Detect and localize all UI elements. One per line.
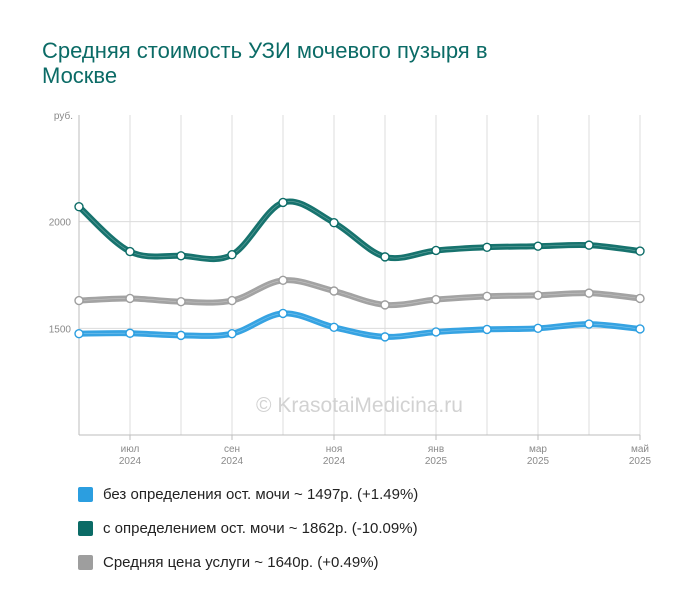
data-point	[176, 251, 186, 261]
data-point	[584, 288, 594, 298]
grid	[78, 115, 641, 435]
data-point	[431, 245, 441, 256]
data-point	[584, 319, 594, 329]
x-tick-label-month: сен	[224, 444, 240, 455]
y-axis-unit-label: руб.	[54, 110, 73, 122]
data-point	[278, 275, 288, 286]
data-point	[329, 286, 339, 296]
series-line	[76, 198, 643, 263]
x-tick-label-year: 2025	[527, 456, 550, 467]
data-point	[227, 295, 237, 306]
legend-swatch	[78, 554, 93, 570]
data-point	[635, 293, 645, 304]
data-point	[533, 290, 543, 300]
legend-item-with-residual[interactable]: с определением ост. мочи ~ 1862р. (-10.0…	[78, 518, 418, 538]
x-tick-label-month: ноя	[326, 444, 343, 455]
series-line	[76, 277, 643, 309]
x-tick-label-year: 2024	[221, 456, 244, 467]
x-tick-label-year: 2025	[629, 456, 652, 467]
data-point	[380, 252, 390, 262]
data-point	[533, 241, 543, 251]
y-tick-label: 1500	[49, 324, 72, 335]
data-point	[482, 291, 492, 302]
data-point	[584, 240, 594, 250]
data-point	[74, 202, 84, 212]
x-tick-label-month: янв	[428, 444, 444, 455]
legend-swatch	[78, 486, 93, 502]
data-point	[431, 327, 441, 337]
data-point	[125, 328, 135, 338]
data-point	[482, 242, 492, 252]
legend-label: с определением ост. мочи ~ 1862р. (-10.0…	[103, 519, 418, 537]
x-tick-label-month: май	[631, 444, 649, 455]
tick-labels: 15002000руб.июл2024сен2024ноя2024янв2025…	[49, 110, 652, 467]
legend-item-average[interactable]: Средняя цена услуги ~ 1640р. (+0.49%)	[78, 552, 418, 572]
series-1	[74, 308, 645, 342]
data-point	[176, 330, 186, 341]
legend: без определения ост. мочи ~ 1497р. (+1.4…	[78, 484, 418, 586]
data-point	[329, 218, 339, 228]
data-point	[278, 197, 288, 208]
data-point	[533, 323, 543, 334]
data-point	[125, 246, 135, 257]
data-point	[431, 294, 441, 305]
legend-label: Средняя цена услуги ~ 1640р. (+0.49%)	[103, 553, 379, 571]
data-point	[74, 328, 84, 339]
series-line-highlight	[78, 201, 641, 260]
data-point	[278, 308, 288, 319]
data-point	[227, 328, 237, 339]
legend-swatch	[78, 520, 93, 536]
data-point	[380, 300, 390, 310]
data-point	[635, 246, 645, 256]
x-tick-label-year: 2024	[323, 456, 346, 467]
data-point	[176, 296, 186, 307]
series-0	[74, 275, 645, 310]
x-tick-label-year: 2024	[119, 456, 142, 467]
data-point	[227, 250, 237, 260]
legend-label: без определения ост. мочи ~ 1497р. (+1.4…	[103, 485, 419, 503]
watermark: © KrasotaiMedicina.ru	[256, 394, 463, 417]
data-point	[125, 293, 135, 304]
x-tick-label-month: мар	[529, 444, 547, 455]
data-point	[329, 322, 339, 332]
chart-title: Средняя стоимость УЗИ мочевого пузыря в …	[42, 38, 488, 88]
x-tick-label-month: июл	[121, 444, 140, 455]
x-tick-label-year: 2025	[425, 456, 448, 467]
data-point	[380, 332, 390, 342]
data-point	[482, 324, 492, 335]
data-point	[635, 324, 645, 334]
line-chart: © KrasotaiMedicina.ru 15002000руб.июл202…	[49, 110, 652, 467]
series-group	[74, 197, 645, 342]
data-point	[74, 295, 84, 306]
axes	[78, 115, 641, 440]
legend-item-without-residual[interactable]: без определения ост. мочи ~ 1497р. (+1.4…	[78, 484, 418, 504]
y-tick-label: 2000	[49, 218, 72, 229]
series-2	[74, 197, 645, 263]
